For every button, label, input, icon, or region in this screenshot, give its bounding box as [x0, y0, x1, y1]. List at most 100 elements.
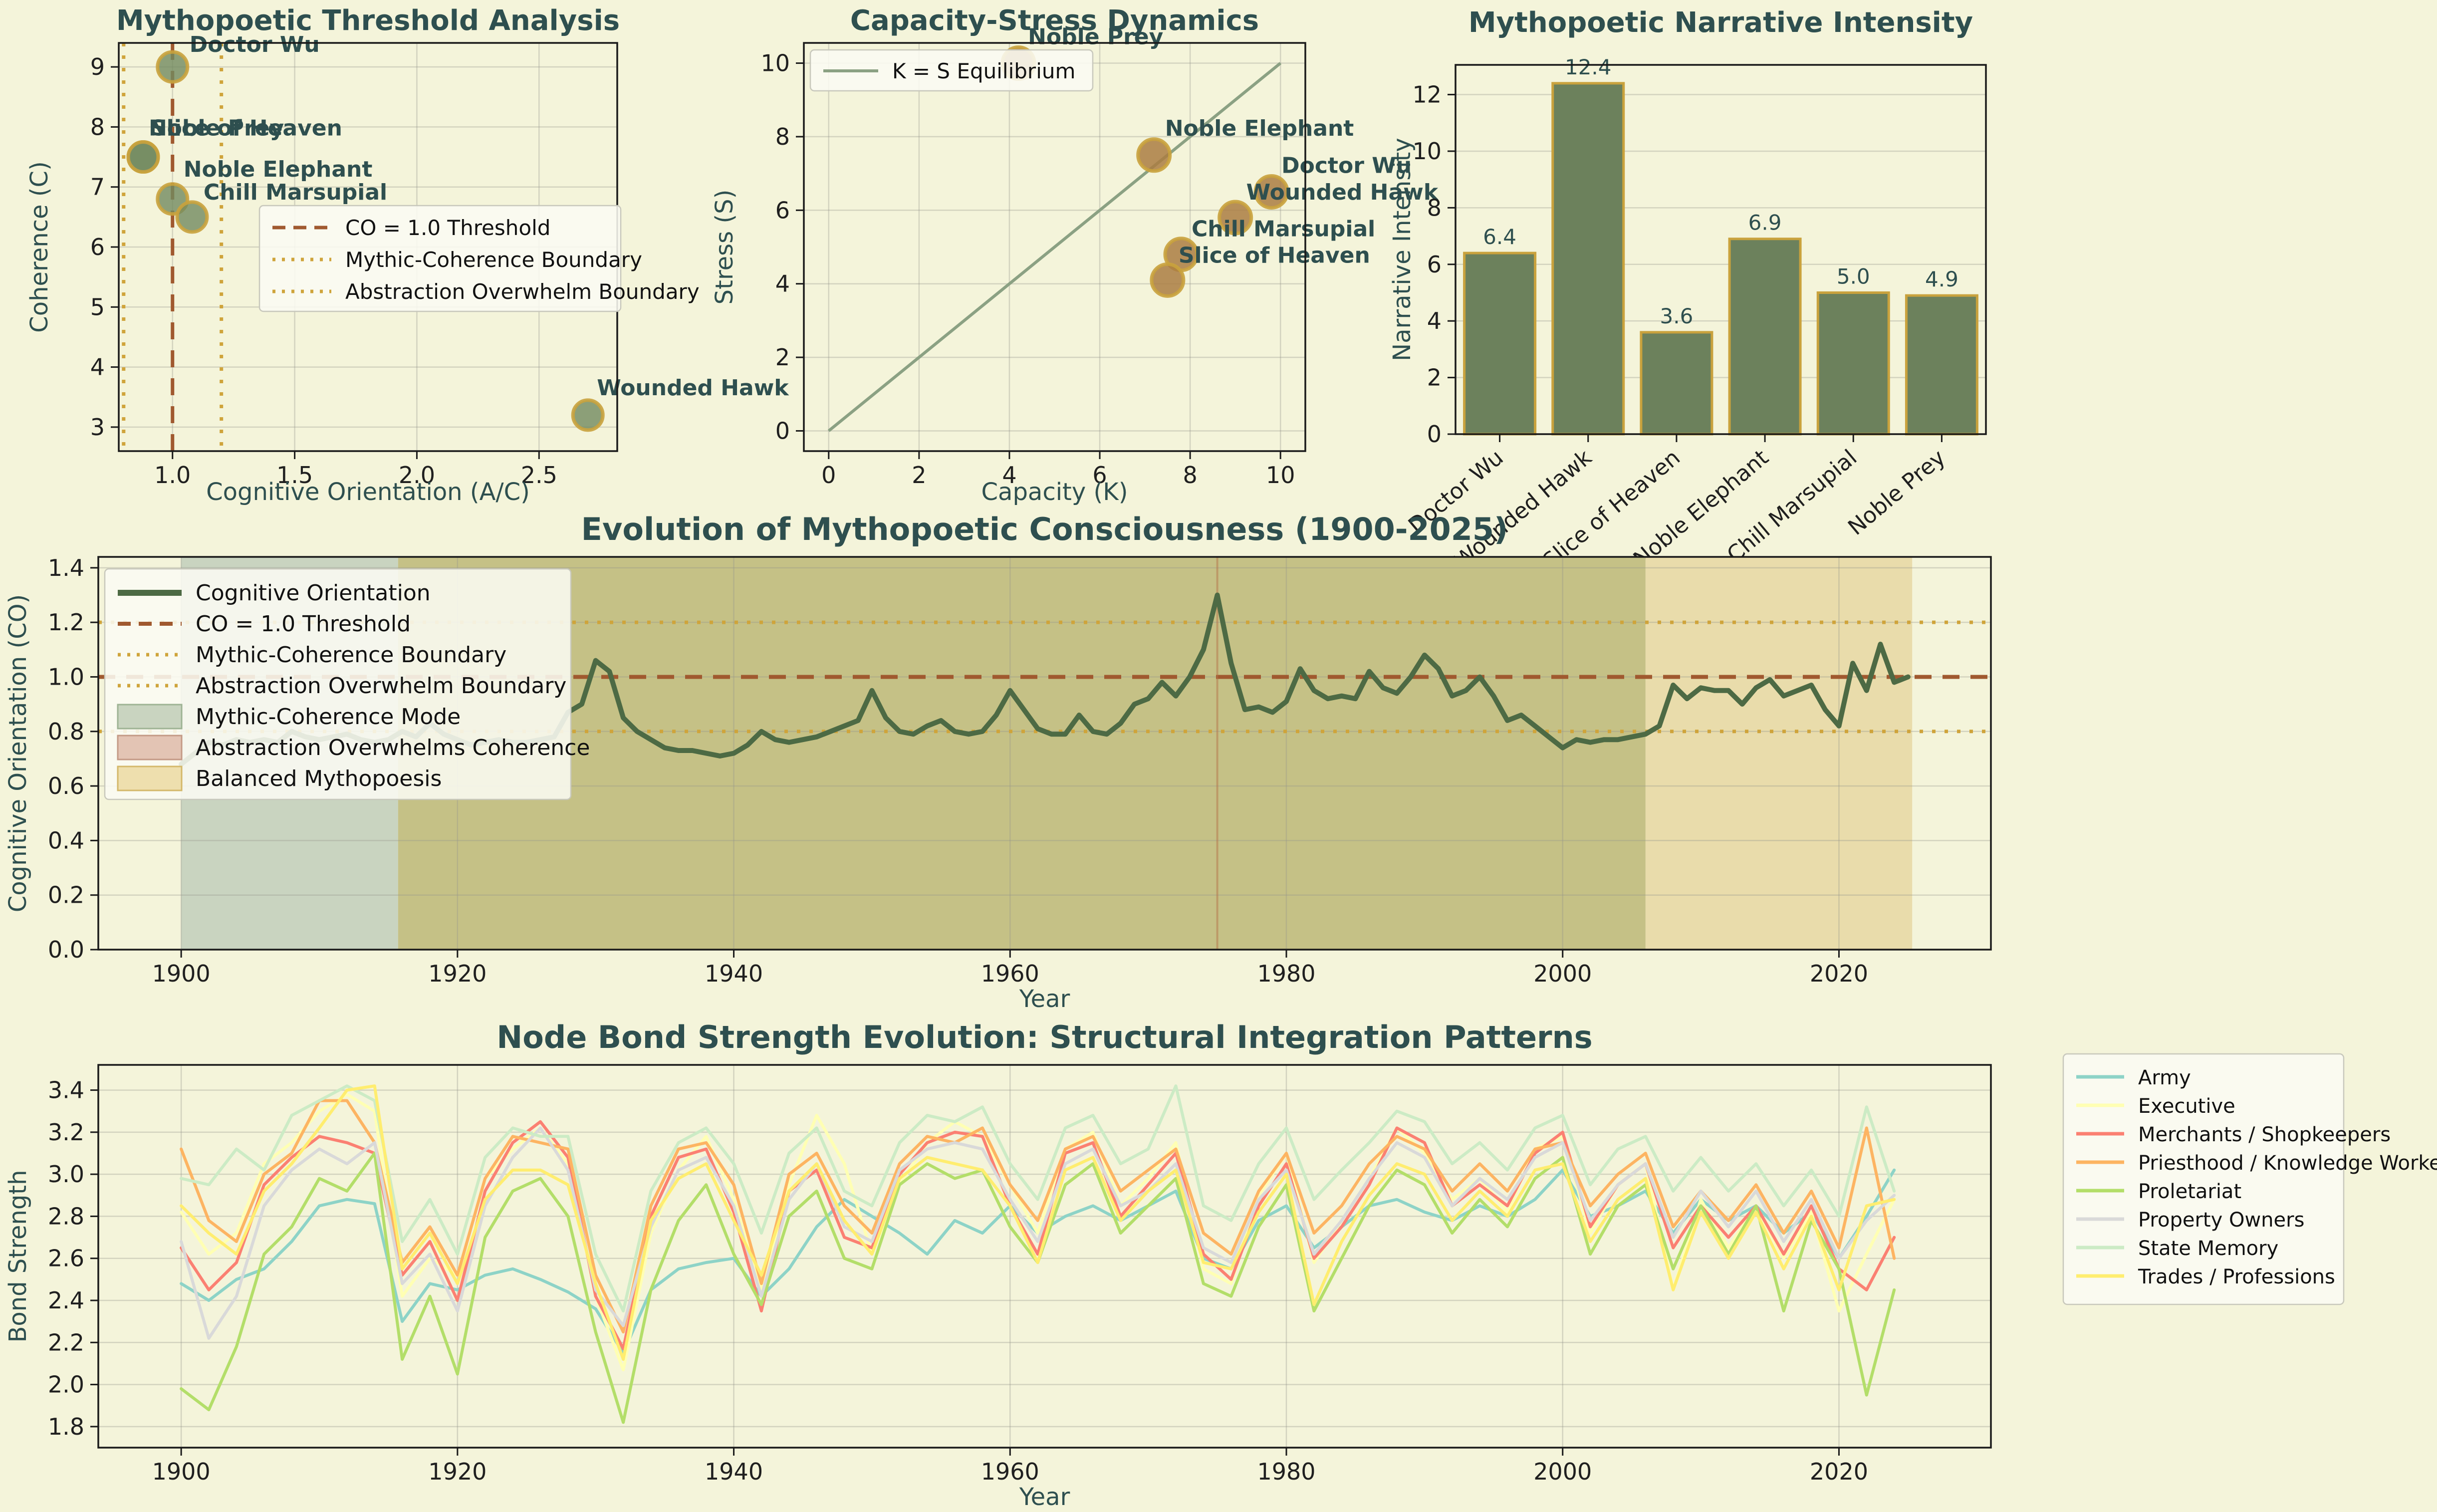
x-tick-label-2000: 2000	[1533, 960, 1592, 987]
y-tick-label-1.0: 1.0	[48, 663, 84, 690]
legend-entry-co-1-0-threshold: CO = 1.0 Threshold	[118, 611, 411, 637]
legend-label-co-1-0-threshold: CO = 1.0 Threshold	[345, 216, 550, 240]
y-tick-label-12: 12	[1412, 81, 1442, 108]
x-tick-label-1900: 1900	[152, 1458, 211, 1485]
y-axis-label-evolution: Cognitive Orientation (CO)	[4, 594, 32, 912]
bar-chill-marsupial	[1816, 291, 1890, 436]
data-point-doctor-wu	[1253, 174, 1289, 210]
y-tick-label-8: 8	[775, 123, 790, 150]
x-tick-label-1940: 1940	[705, 960, 763, 987]
reference-line-k-s-equilibrium	[827, 62, 1282, 432]
x-tick-label-1.5: 1.5	[276, 462, 313, 489]
series-line-executive	[180, 1093, 1896, 1372]
axes-frame-capacity	[803, 42, 1306, 452]
y-tick-label-8: 8	[90, 113, 105, 140]
data-point-doctor-wu	[156, 50, 190, 84]
point-label-doctor-wu: Doctor Wu	[1281, 153, 1412, 178]
chart-title-capacity: Capacity-Stress Dynamics	[850, 4, 1259, 37]
y-tick-label-9: 9	[90, 53, 105, 80]
y-tick-label-2: 2	[1427, 364, 1442, 391]
legend-entry-proletariat: Proletariat	[2076, 1180, 2241, 1203]
legend-entry-mythic-coherence-mode: Mythic-Coherence Mode	[117, 704, 461, 730]
x-tick-label-2020: 2020	[1810, 960, 1868, 987]
x-axis-label-capacity: Capacity (K)	[981, 478, 1128, 506]
y-tick-label-1.8: 1.8	[48, 1413, 84, 1440]
legend-swatch-mythic-coherence-mode	[117, 704, 183, 730]
legend-label-executive: Executive	[2138, 1095, 2235, 1118]
y-tick-label-0.0: 0.0	[48, 936, 84, 963]
legend-label-mythic-coherence-boundary: Mythic-Coherence Boundary	[196, 642, 506, 668]
legend-entry-executive: Executive	[2076, 1095, 2235, 1118]
series-line-merchants-shopkeepers	[180, 1120, 1896, 1350]
bar-value-label-chill-marsupial: 5.0	[1837, 264, 1870, 288]
y-tick-label-2: 2	[775, 344, 790, 371]
point-label-noble-elephant: Noble Elephant	[1165, 116, 1354, 141]
axes-frame-bonds	[97, 1064, 1992, 1449]
bar-wounded-hawk	[1551, 82, 1625, 436]
data-point-chill-marsupial	[175, 200, 209, 234]
legend-label-state-memory: State Memory	[2138, 1237, 2278, 1260]
point-label-wounded-hawk: Wounded Hawk	[1246, 180, 1439, 205]
y-tick-label-0.6: 0.6	[48, 772, 84, 799]
x-tick-label-1960: 1960	[981, 1458, 1039, 1485]
bond-strength-chart: 1900 1920 1940 1960 1980 2000 2020 1.8 2.0 2.2 2.4…	[4, 1019, 2437, 1511]
capacity-stress-chart: Noble Prey Noble Elephant Doctor WuWounded…	[711, 4, 1439, 506]
data-point-noble-elephant	[1136, 137, 1172, 173]
legend-entry-k-s-equilibrium: K = S Equilibrium	[823, 59, 1075, 83]
series-line-proletariat	[180, 1152, 1896, 1424]
y-tick-label-4: 4	[775, 270, 790, 297]
y-tick-label-1.2: 1.2	[48, 609, 84, 636]
point-label-noble-prey: Noble Prey	[149, 116, 284, 141]
legend-box-threshold	[258, 205, 622, 312]
y-tick-label-2.8: 2.8	[48, 1203, 84, 1230]
x-tick-label-8: 8	[1183, 462, 1197, 489]
y-tick-label-2.0: 2.0	[48, 1371, 84, 1398]
y-tick-label-0: 0	[1427, 421, 1442, 448]
bar-noble-elephant	[1728, 238, 1802, 436]
legend-box-evolution	[104, 568, 572, 800]
data-point-noble-prey	[126, 140, 160, 174]
y-axis-label-threshold: Coherence (C)	[25, 161, 53, 333]
legend-capacity: K = S Equilibrium	[809, 49, 1094, 92]
point-label-noble-prey: Noble Prey	[1028, 24, 1163, 50]
chart-title-threshold: Mythopoetic Threshold Analysis	[116, 4, 620, 37]
x-tick-label-2000: 2000	[1533, 1458, 1592, 1485]
y-tick-label-2.2: 2.2	[48, 1329, 84, 1356]
x-tick-label-2.5: 2.5	[521, 462, 557, 489]
legend-label-merchants-shopkeepers: Merchants / Shopkeepers	[2138, 1123, 2391, 1146]
y-tick-label-0: 0	[775, 417, 790, 444]
legend-threshold: CO = 1.0 Threshold Mythic-Coherence Bound…	[258, 205, 700, 312]
series-line-state-memory	[180, 1084, 1896, 1313]
legend-entry-property-owners: Property Owners	[2076, 1209, 2304, 1232]
bar-slice-of-heaven	[1640, 331, 1713, 436]
series-line-trades-professions	[180, 1084, 1896, 1361]
y-tick-label-4: 4	[1427, 307, 1442, 334]
y-axis-label-intensity: Narrative Intensity	[1388, 138, 1416, 361]
point-label-noble-elephant: Noble Elephant	[184, 157, 373, 182]
y-tick-label-3.4: 3.4	[48, 1077, 84, 1104]
y-tick-label-3.0: 3.0	[48, 1161, 84, 1188]
legend-entry-priesthood-knowledge-workers: Priesthood / Knowledge Workers	[2076, 1152, 2437, 1175]
y-tick-label-8: 8	[1427, 194, 1442, 221]
legend-swatch-abstraction-overwhelms-coherence	[117, 735, 183, 760]
legend-label-trades-professions: Trades / Professions	[2138, 1265, 2335, 1288]
legend-box-bonds	[2062, 1053, 2345, 1305]
x-tick-label-10: 10	[1266, 462, 1295, 489]
legend-label-priesthood-knowledge-workers: Priesthood / Knowledge Workers	[2138, 1152, 2437, 1175]
legend-entry-abstraction-overwhelm-boundary: Abstraction Overwhelm Boundary	[118, 673, 566, 699]
x-tick-label-1940: 1940	[705, 1458, 763, 1485]
data-point-wounded-hawk	[1218, 200, 1253, 236]
region-span-balanced-mythopoesis	[1645, 557, 1913, 950]
bar-value-label-noble-elephant: 6.9	[1748, 211, 1782, 235]
legend-entry-mythic-coherence-boundary: Mythic-Coherence Boundary	[118, 642, 506, 668]
y-tick-label-2.4: 2.4	[48, 1287, 84, 1314]
y-tick-label-7: 7	[90, 174, 105, 201]
legend-label-property-owners: Property Owners	[2138, 1209, 2304, 1232]
legend-evolution: Cognitive Orientation CO = 1.0 Threshold M…	[104, 568, 590, 800]
y-axis-label-bonds: Bond Strength	[4, 1170, 32, 1342]
legend-entry-trades-professions: Trades / Professions	[2076, 1265, 2335, 1288]
x-axis-label-threshold: Cognitive Orientation (A/C)	[206, 478, 530, 506]
y-tick-label-0.8: 0.8	[48, 718, 84, 745]
